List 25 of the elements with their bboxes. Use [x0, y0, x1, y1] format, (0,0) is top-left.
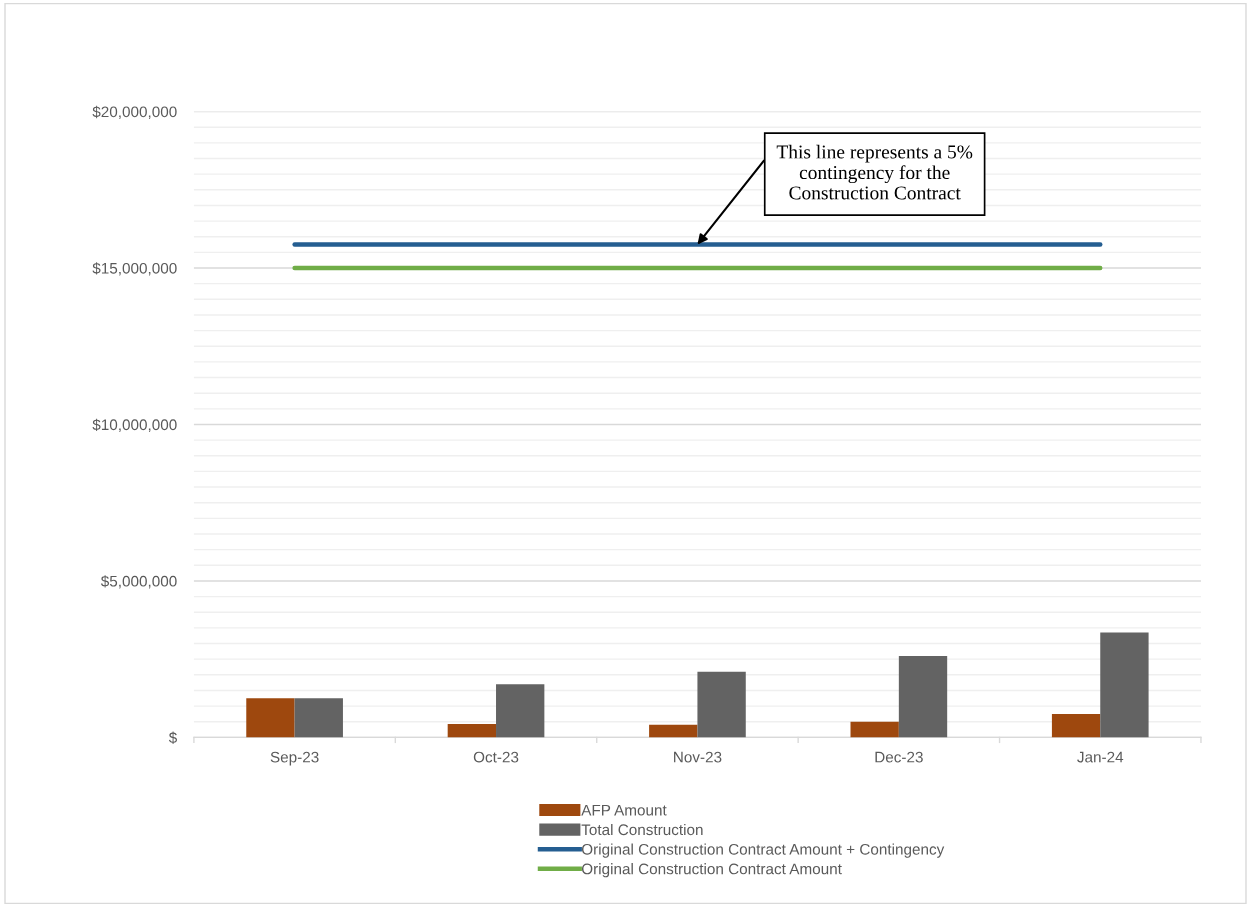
legend-label: Original Construction Contract Amount + Contingency: [581, 843, 945, 858]
y-tick-label: $20,000,000: [92, 105, 177, 120]
y-tick-label: $5,000,000: [100, 575, 177, 589]
legend-label: Original Construction Contract Amount: [581, 863, 842, 878]
bar: [649, 724, 698, 738]
x-tick-label: Nov-23: [674, 751, 722, 763]
bar: [850, 721, 899, 738]
bar: [246, 698, 295, 738]
bar: [1051, 713, 1101, 738]
bar: [697, 671, 746, 738]
y-tick-label: $: [168, 731, 177, 744]
legend-label: AFP Amount: [581, 804, 667, 816]
x-tick-label: Jan-24: [1077, 751, 1124, 763]
bar: [898, 656, 948, 738]
x-tick-label: Oct-23: [473, 751, 519, 763]
annotation: This line represents a 5% contingency for the Construction Contract: [776, 144, 973, 200]
x-tick-label: Sep-23: [270, 751, 319, 766]
legend-label: Total Construction: [581, 823, 703, 836]
bar: [294, 698, 343, 738]
y-tick-label: $15,000,000: [92, 262, 177, 276]
bar: [496, 684, 545, 738]
x-tick-label: Dec-23: [875, 751, 923, 763]
bar: [1100, 632, 1149, 738]
y-tick-label: $10,000,000: [92, 418, 177, 432]
bar: [447, 723, 497, 738]
